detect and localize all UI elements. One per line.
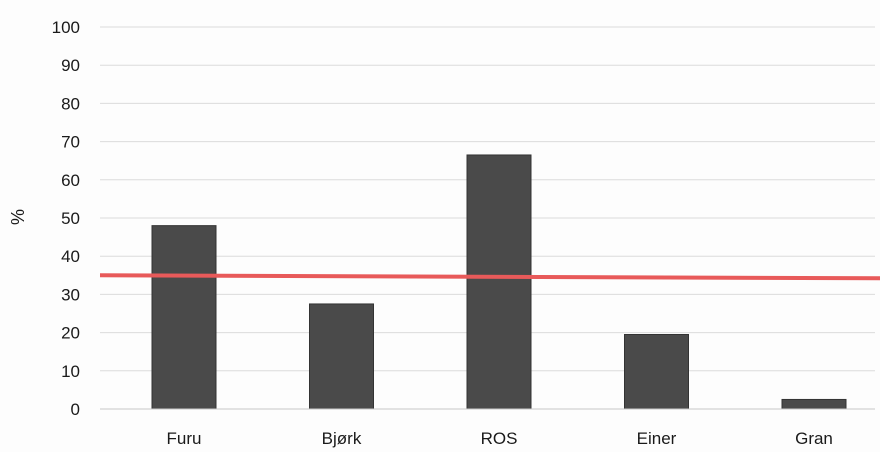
y-axis-title: % xyxy=(8,209,28,225)
y-tick-labels: 0 10 20 30 40 50 60 70 80 90 100 xyxy=(52,18,80,419)
x-category-label: Furu xyxy=(167,429,202,448)
x-category-label: Gran xyxy=(795,429,833,448)
bar-furu xyxy=(151,225,217,410)
x-category-label: Einer xyxy=(637,429,677,448)
y-tick-label: 100 xyxy=(52,18,80,37)
y-tick-label: 40 xyxy=(61,247,80,266)
y-tick-label: 30 xyxy=(61,285,80,304)
reference-line xyxy=(99,273,880,281)
x-category-label: ROS xyxy=(481,429,518,448)
bar-gran xyxy=(781,398,847,410)
y-tick-label: 20 xyxy=(61,324,80,343)
y-tick-label: 90 xyxy=(61,56,80,75)
y-tick-label: 80 xyxy=(61,94,80,113)
x-category-labels: Furu Bjørk ROS Einer Gran xyxy=(167,429,833,448)
x-category-label: Bjørk xyxy=(322,429,362,448)
y-tick-label: 60 xyxy=(61,171,80,190)
bar-ros xyxy=(466,154,532,410)
y-tick-label: 0 xyxy=(71,400,80,419)
y-tick-label: 50 xyxy=(61,209,80,228)
y-tick-label: 70 xyxy=(61,133,80,152)
bar-einer xyxy=(624,334,689,410)
y-tick-label: 10 xyxy=(61,362,80,381)
bar-bjørk xyxy=(309,303,374,410)
